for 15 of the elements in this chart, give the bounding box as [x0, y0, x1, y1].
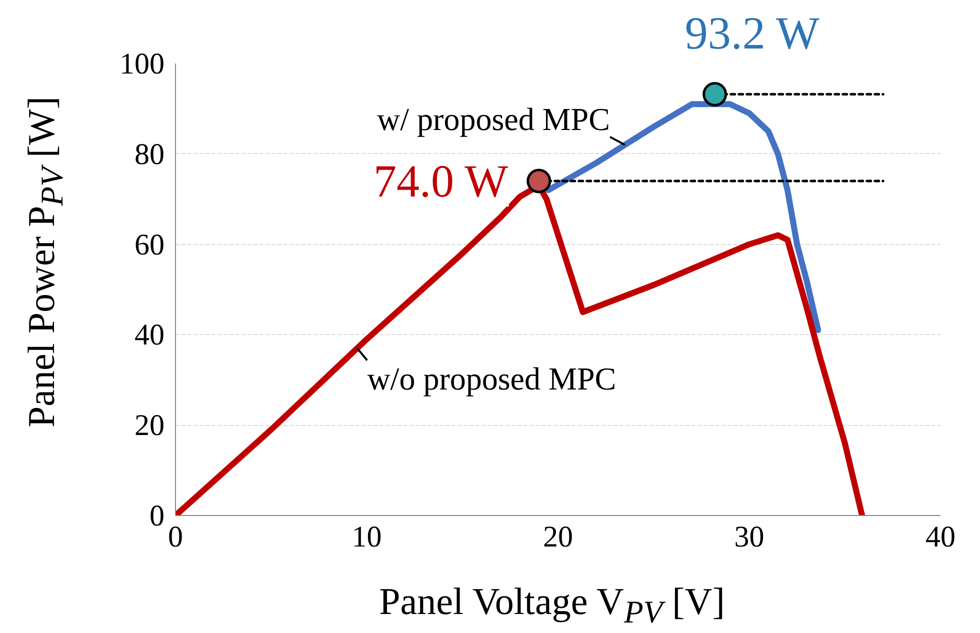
y-tick-label: 20 [134, 409, 164, 442]
x-axis-title: Panel Voltage V$_{PV}$ [V] [379, 580, 725, 632]
x-tick-label: 30 [734, 520, 764, 554]
annotation: w/ proposed MPC [377, 100, 610, 137]
annotation: 74.0 W [373, 156, 509, 207]
y-tick-label: 100 [120, 48, 164, 80]
y-tick-label: 40 [134, 318, 164, 352]
y-tick-label: 60 [134, 228, 164, 262]
annotation: 93.2 W [684, 8, 820, 58]
y-tick-label: 80 [134, 138, 164, 171]
y-tick-label: 0 [150, 500, 164, 532]
annotation: w/o proposed MPC [367, 360, 616, 396]
x-tick-label: 10 [352, 520, 382, 554]
x-tick-label: 40 [926, 520, 956, 554]
x-tick-label: 20 [543, 520, 573, 554]
